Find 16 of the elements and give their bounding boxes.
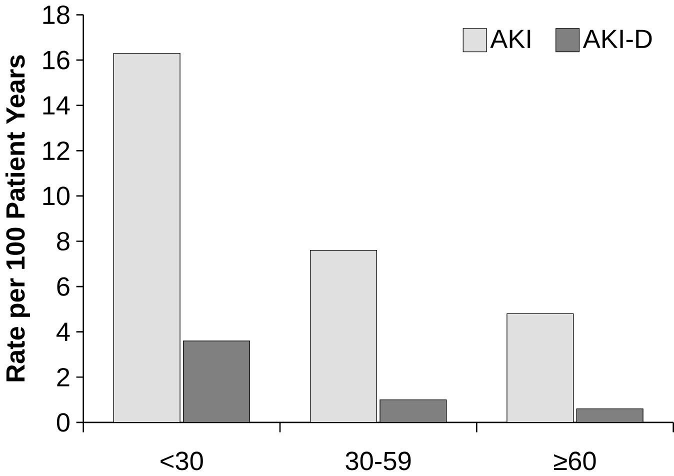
x-tick-label: <30: [160, 452, 203, 470]
x-tick-label: ≥60: [554, 452, 596, 470]
y-tick-label: 6: [57, 277, 70, 296]
y-tick-label: 4: [56, 322, 70, 341]
y-tick-label: 16: [43, 50, 70, 70]
y-tick-label: 8: [57, 232, 70, 251]
legend-label: AKI: [490, 30, 530, 48]
y-axis-title: Rate per 100 Patient Years: [5, 55, 30, 382]
x-tick-label: 30-59: [346, 452, 411, 470]
legend-label: AKI-D: [582, 30, 652, 48]
y-tick-label: 14: [43, 96, 70, 115]
y-tick-label: 18: [43, 6, 70, 24]
y-tick-label: 10: [43, 186, 70, 206]
y-tick-label: 12: [43, 142, 70, 160]
y-tick-label: 2: [57, 368, 70, 386]
y-tick-label: 0: [56, 413, 70, 432]
